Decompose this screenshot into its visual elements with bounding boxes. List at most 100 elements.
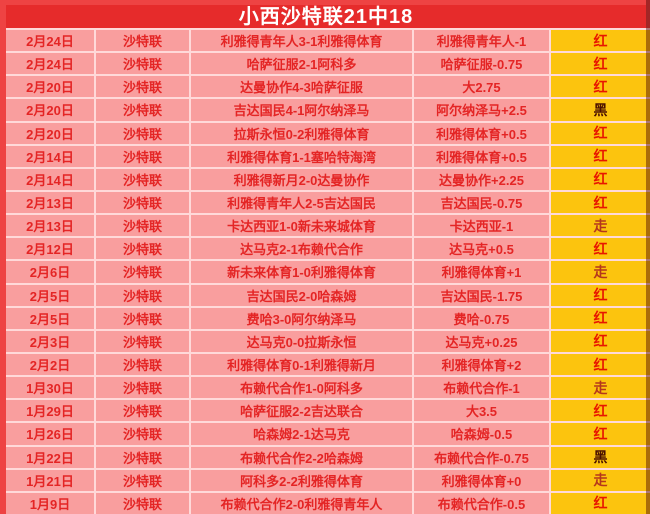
match-score-cell: 达马克2-1布赖代合作 bbox=[191, 238, 412, 260]
league-cell: 沙特联 bbox=[96, 284, 189, 306]
league-cell: 沙特联 bbox=[96, 122, 189, 144]
date-cell: 1月22日 bbox=[6, 446, 94, 468]
match-score-cell: 阿科多2-2利雅得体育 bbox=[191, 469, 412, 491]
result-cell: 红 bbox=[551, 307, 650, 329]
title-bar: 小西沙特联21中18 bbox=[6, 5, 646, 28]
result-cell: 走 bbox=[551, 469, 650, 491]
league-cell: 沙特联 bbox=[96, 168, 189, 190]
table-row: 2月2日 沙特联 利雅得体育0-1利雅得新月 利雅得体育+2 红 bbox=[6, 353, 650, 376]
match-score-cell: 吉达国民4-1阿尔纳泽马 bbox=[191, 99, 412, 121]
handicap-pick-cell: 达曼协作+2.25 bbox=[414, 168, 549, 190]
table-row: 1月30日 沙特联 布赖代合作1-0阿科多 布赖代合作-1 走 bbox=[6, 377, 650, 399]
handicap-pick-cell: 布赖代合作-1 bbox=[414, 377, 549, 399]
match-score-cell: 新未来体育1-0利雅得体育 bbox=[191, 261, 412, 283]
result-cell: 红 bbox=[551, 191, 650, 214]
result-cell: 走 bbox=[551, 261, 650, 283]
match-score-cell: 哈森姆2-1达马克 bbox=[191, 423, 412, 445]
league-cell: 沙特联 bbox=[96, 469, 189, 491]
result-cell: 红 bbox=[551, 76, 650, 98]
table-row: 1月21日 沙特联 阿科多2-2利雅得体育 利雅得体育+0 走 bbox=[6, 469, 650, 491]
result-cell: 走 bbox=[551, 377, 650, 399]
table-row: 2月20日 沙特联 达曼协作4-3哈萨征服 大2.75 红 bbox=[6, 76, 650, 98]
date-cell: 2月5日 bbox=[6, 307, 94, 329]
date-cell: 1月26日 bbox=[6, 423, 94, 445]
handicap-pick-cell: 布赖代合作-0.75 bbox=[414, 446, 549, 468]
match-score-cell: 利雅得青年人2-5吉达国民 bbox=[191, 191, 412, 214]
table-row: 2月13日 沙特联 卡达西亚1-0新未来城体育 卡达西亚-1 走 bbox=[6, 215, 650, 237]
handicap-pick-cell: 利雅得体育+0.5 bbox=[414, 145, 549, 167]
league-cell: 沙特联 bbox=[96, 307, 189, 329]
match-score-cell: 布赖代合作1-0阿科多 bbox=[191, 377, 412, 399]
result-cell: 黑 bbox=[551, 99, 650, 121]
handicap-pick-cell: 达马克+0.25 bbox=[414, 330, 549, 352]
match-score-cell: 利雅得体育0-1利雅得新月 bbox=[191, 353, 412, 376]
handicap-pick-cell: 利雅得青年人-1 bbox=[414, 30, 549, 52]
records-table: 2月24日 沙特联 利雅得青年人3-1利雅得体育 利雅得青年人-1 红 2月24… bbox=[6, 28, 650, 514]
result-cell: 黑 bbox=[551, 446, 650, 468]
league-cell: 沙特联 bbox=[96, 446, 189, 468]
league-cell: 沙特联 bbox=[96, 145, 189, 167]
table-row: 2月5日 沙特联 吉达国民2-0哈森姆 吉达国民-1.75 红 bbox=[6, 284, 650, 306]
date-cell: 2月12日 bbox=[6, 238, 94, 260]
league-cell: 沙特联 bbox=[96, 261, 189, 283]
handicap-pick-cell: 吉达国民-1.75 bbox=[414, 284, 549, 306]
handicap-pick-cell: 利雅得体育+2 bbox=[414, 353, 549, 376]
result-cell: 红 bbox=[551, 353, 650, 376]
match-score-cell: 哈萨征服2-1阿科多 bbox=[191, 53, 412, 75]
result-cell: 红 bbox=[551, 30, 650, 52]
match-score-cell: 利雅得体育1-1塞哈特海湾 bbox=[191, 145, 412, 167]
result-cell: 红 bbox=[551, 122, 650, 144]
league-cell: 沙特联 bbox=[96, 400, 189, 422]
handicap-pick-cell: 利雅得体育+0 bbox=[414, 469, 549, 491]
handicap-pick-cell: 费哈-0.75 bbox=[414, 307, 549, 329]
table-row: 2月6日 沙特联 新未来体育1-0利雅得体育 利雅得体育+1 走 bbox=[6, 261, 650, 283]
league-cell: 沙特联 bbox=[96, 215, 189, 237]
match-score-cell: 布赖代合作2-2哈森姆 bbox=[191, 446, 412, 468]
handicap-pick-cell: 利雅得体育+0.5 bbox=[414, 122, 549, 144]
date-cell: 2月14日 bbox=[6, 168, 94, 190]
date-cell: 2月24日 bbox=[6, 53, 94, 75]
date-cell: 2月20日 bbox=[6, 76, 94, 98]
match-score-cell: 布赖代合作2-0利雅得青年人 bbox=[191, 492, 412, 514]
date-cell: 2月3日 bbox=[6, 330, 94, 352]
table-row: 1月9日 沙特联 布赖代合作2-0利雅得青年人 布赖代合作-0.5 红 bbox=[6, 492, 650, 514]
result-cell: 走 bbox=[551, 215, 650, 237]
date-cell: 1月9日 bbox=[6, 492, 94, 514]
league-cell: 沙特联 bbox=[96, 76, 189, 98]
league-cell: 沙特联 bbox=[96, 423, 189, 445]
table-row: 2月12日 沙特联 达马克2-1布赖代合作 达马克+0.5 红 bbox=[6, 238, 650, 260]
table-row: 2月20日 沙特联 吉达国民4-1阿尔纳泽马 阿尔纳泽马+2.5 黑 bbox=[6, 99, 650, 121]
result-cell: 红 bbox=[551, 238, 650, 260]
handicap-pick-cell: 大3.5 bbox=[414, 400, 549, 422]
handicap-pick-cell: 哈森姆-0.5 bbox=[414, 423, 549, 445]
league-cell: 沙特联 bbox=[96, 492, 189, 514]
match-score-cell: 利雅得青年人3-1利雅得体育 bbox=[191, 30, 412, 52]
result-cell: 红 bbox=[551, 492, 650, 514]
result-cell: 红 bbox=[551, 400, 650, 422]
match-score-cell: 费哈3-0阿尔纳泽马 bbox=[191, 307, 412, 329]
league-cell: 沙特联 bbox=[96, 330, 189, 352]
handicap-pick-cell: 达马克+0.5 bbox=[414, 238, 549, 260]
match-score-cell: 利雅得新月2-0达曼协作 bbox=[191, 168, 412, 190]
result-cell: 红 bbox=[551, 168, 650, 190]
date-cell: 2月13日 bbox=[6, 215, 94, 237]
handicap-pick-cell: 卡达西亚-1 bbox=[414, 215, 549, 237]
table-row: 2月24日 沙特联 利雅得青年人3-1利雅得体育 利雅得青年人-1 红 bbox=[6, 30, 650, 52]
match-score-cell: 哈萨征服2-2吉达联合 bbox=[191, 400, 412, 422]
result-cell: 红 bbox=[551, 284, 650, 306]
date-cell: 2月2日 bbox=[6, 353, 94, 376]
date-cell: 2月24日 bbox=[6, 30, 94, 52]
table-row: 2月5日 沙特联 费哈3-0阿尔纳泽马 费哈-0.75 红 bbox=[6, 307, 650, 329]
table-row: 2月13日 沙特联 利雅得青年人2-5吉达国民 吉达国民-0.75 红 bbox=[6, 191, 650, 214]
handicap-pick-cell: 利雅得体育+1 bbox=[414, 261, 549, 283]
table-row: 1月29日 沙特联 哈萨征服2-2吉达联合 大3.5 红 bbox=[6, 400, 650, 422]
league-cell: 沙特联 bbox=[96, 377, 189, 399]
date-cell: 2月13日 bbox=[6, 191, 94, 214]
match-score-cell: 达曼协作4-3哈萨征服 bbox=[191, 76, 412, 98]
handicap-pick-cell: 哈萨征服-0.75 bbox=[414, 53, 549, 75]
result-cell: 红 bbox=[551, 423, 650, 445]
table-row: 1月26日 沙特联 哈森姆2-1达马克 哈森姆-0.5 红 bbox=[6, 423, 650, 445]
handicap-pick-cell: 大2.75 bbox=[414, 76, 549, 98]
date-cell: 1月29日 bbox=[6, 400, 94, 422]
match-score-cell: 达马克0-0拉斯永恒 bbox=[191, 330, 412, 352]
